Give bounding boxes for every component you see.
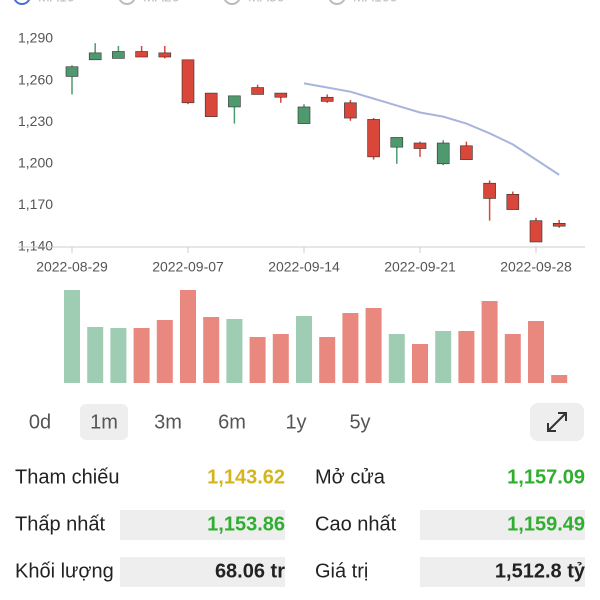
legend-label: MA20: [143, 0, 180, 5]
y-tick-label: 1,230: [18, 113, 53, 129]
y-tick-label: 1,260: [18, 71, 53, 87]
legend-label: MA50: [248, 0, 285, 5]
stat-label: Thấp nhất: [15, 513, 106, 535]
stat-label: Cao nhất: [315, 513, 397, 535]
x-tick-label: 2022-09-28: [500, 259, 572, 275]
y-tick-label: 1,170: [18, 196, 53, 212]
stat-value: 68.06 tr: [215, 560, 285, 582]
candle-body: [135, 51, 148, 58]
candle-body: [413, 142, 427, 149]
volume-bar: [504, 334, 521, 383]
volume-bar: [133, 328, 150, 383]
volume-bar: [458, 331, 475, 383]
volume-bar: [87, 327, 104, 383]
stat-bg: [420, 510, 585, 540]
candle-body: [158, 52, 172, 58]
candle-body: [436, 142, 450, 165]
candle-body: [181, 59, 195, 104]
volume-bar: [180, 290, 196, 383]
candle-body: [297, 106, 311, 124]
stat-bg: [120, 557, 285, 587]
volume-bar: [296, 316, 312, 383]
candle-body: [344, 102, 357, 119]
ma-line: [303, 82, 560, 176]
stat-label: Tham chiếu: [15, 466, 120, 488]
period-selected-bg: [80, 404, 128, 440]
y-tick-label: 1,200: [18, 155, 53, 171]
volume-bar: [412, 344, 428, 383]
volume-bar: [110, 328, 127, 383]
stat-value: 1,157.09: [507, 466, 585, 488]
volume-bar: [156, 320, 173, 383]
candle-body: [112, 51, 125, 59]
volume-bar: [342, 313, 359, 383]
period-button[interactable]: 3m: [154, 411, 182, 433]
stat-label: Mở cửa: [315, 466, 386, 488]
candle-body: [228, 95, 241, 108]
stat-label: Khối lượng: [15, 560, 114, 582]
period-button[interactable]: 1y: [285, 411, 306, 433]
volume-bar: [272, 334, 289, 383]
candle-body: [390, 137, 404, 148]
stat-value: 1,153.86: [207, 513, 285, 535]
x-tick-label: 2022-09-07: [152, 259, 224, 275]
volume-bar: [528, 321, 544, 383]
candle-body: [529, 220, 543, 243]
expand-icon: [547, 412, 567, 432]
stat-value: 1,143.62: [207, 466, 285, 488]
legend-radio[interactable]: [13, 0, 31, 5]
candle-body: [367, 119, 380, 158]
stat-value: 1,159.49: [507, 513, 585, 535]
candle-body: [552, 223, 566, 227]
candle-body: [274, 92, 288, 98]
legend-radio[interactable]: [328, 0, 346, 5]
candle-body: [65, 66, 79, 77]
stat-bg: [420, 557, 585, 587]
volume-bar: [226, 319, 243, 383]
x-tick-label: 2022-08-29: [36, 259, 108, 275]
volume-bar: [319, 337, 336, 383]
volume-bar: [481, 301, 498, 383]
candle-body: [483, 182, 496, 199]
stat-bg: [120, 510, 285, 540]
volume-bar: [388, 334, 405, 383]
y-tick-label: 1,290: [18, 30, 53, 46]
volume-bar: [249, 337, 266, 383]
content: MA10 MA20 MA50 MA100 1,140 1,170 1,200 1,230 1,2…: [13, 0, 586, 587]
volume-bar: [551, 375, 568, 383]
volume-bar: [203, 317, 220, 383]
candle-body: [251, 87, 264, 95]
y-tick-label: 1,140: [18, 238, 53, 254]
period-button[interactable]: 0d: [29, 411, 51, 433]
legend-label: MA10: [38, 0, 75, 5]
legend-radio[interactable]: [118, 0, 136, 5]
candle-body: [88, 52, 102, 61]
candle-body: [204, 92, 218, 117]
candle-body: [506, 194, 520, 210]
period-button[interactable]: 6m: [218, 411, 246, 433]
volume-bar: [365, 308, 382, 383]
candle-body: [320, 96, 334, 102]
legend-radio[interactable]: [223, 0, 241, 5]
volume-bar: [64, 290, 80, 383]
period-button[interactable]: 5y: [349, 411, 370, 433]
stat-value: 1,512.8 tỷ: [495, 560, 586, 582]
x-tick-label: 2022-09-21: [384, 259, 456, 275]
candle-body: [460, 145, 473, 160]
stat-label: Giá trị: [315, 560, 368, 582]
x-tick-label: 2022-09-14: [268, 259, 340, 275]
volume-bar: [435, 331, 452, 383]
period-button[interactable]: 1m: [90, 411, 118, 433]
legend-label: MA100: [353, 0, 398, 5]
